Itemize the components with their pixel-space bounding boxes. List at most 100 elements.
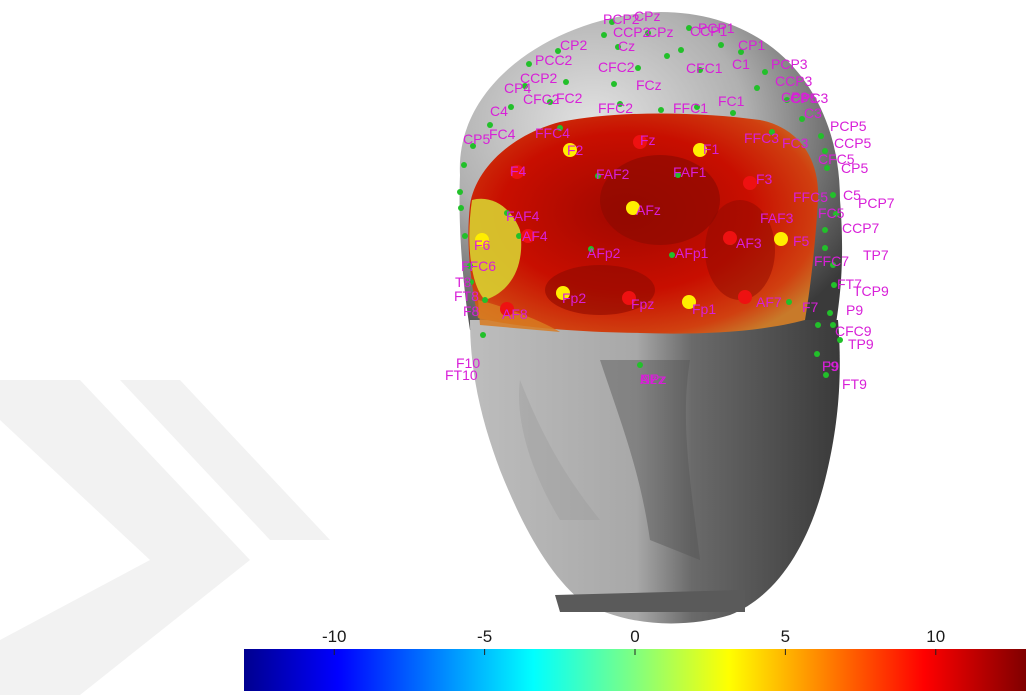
electrode-label: F5 bbox=[793, 233, 810, 249]
electrode-label: CP5 bbox=[463, 131, 490, 147]
electrode-label: FC1 bbox=[718, 93, 745, 109]
active-electrode-red bbox=[633, 135, 647, 149]
active-electrode-red bbox=[510, 165, 524, 179]
electrode-dot bbox=[818, 133, 824, 139]
active-electrode-red bbox=[723, 231, 737, 245]
electrode-dot bbox=[823, 372, 829, 378]
electrode-label: FC3 bbox=[782, 135, 809, 151]
electrode-label: CFC1 bbox=[686, 60, 723, 76]
electrode-dot bbox=[827, 310, 833, 316]
electrode-label: FFC2 bbox=[598, 100, 633, 116]
electrode-dot bbox=[601, 32, 607, 38]
electrode-dot bbox=[814, 351, 820, 357]
colorbar-tick-label: 5 bbox=[781, 627, 790, 646]
electrode-label: CPz bbox=[634, 8, 660, 24]
colorbar-tick-label: -10 bbox=[322, 627, 347, 646]
electrode-label: PCP7 bbox=[858, 195, 895, 211]
electrode-dot bbox=[769, 129, 775, 135]
electrode-dot bbox=[694, 104, 700, 110]
electrode-label: AF7 bbox=[756, 294, 782, 310]
electrode-label: F8 bbox=[463, 303, 480, 319]
electrode-label: FFC3 bbox=[744, 130, 779, 146]
electrode-label: FC4 bbox=[489, 126, 516, 142]
electrode-label: Fp2 bbox=[562, 290, 586, 306]
electrode-label: TP9 bbox=[848, 336, 874, 352]
electrode-label: CP2 bbox=[560, 37, 587, 53]
electrode-label: FFC6 bbox=[461, 258, 496, 274]
electrode-label: CP1 bbox=[738, 37, 765, 53]
active-electrode-yellow bbox=[693, 143, 707, 157]
electrode-dot bbox=[645, 30, 651, 36]
electrode-dot bbox=[635, 65, 641, 71]
electrode-label: T8 bbox=[455, 274, 472, 290]
facial-shadow-2 bbox=[519, 380, 600, 520]
electrode-label: PCP3 bbox=[771, 56, 808, 72]
electrode-label: PCP5 bbox=[830, 118, 867, 134]
electrode-label: FC2 bbox=[556, 90, 583, 106]
active-electrode-yellow bbox=[626, 201, 640, 215]
activation-dark-core-1 bbox=[600, 155, 720, 245]
electrode-label: C4 bbox=[490, 103, 508, 119]
electrode-dot bbox=[480, 332, 486, 338]
electrode-dot bbox=[458, 205, 464, 211]
electrode-label: FAF1 bbox=[673, 164, 707, 180]
neck bbox=[555, 590, 745, 612]
electrode-dot bbox=[637, 362, 643, 368]
electrode-dot bbox=[617, 101, 623, 107]
electrode-dot bbox=[831, 282, 837, 288]
active-electrode-yellow bbox=[556, 286, 570, 300]
electrode-dot bbox=[526, 61, 532, 67]
electrode-label: CCP7 bbox=[842, 220, 880, 236]
electrode-dot bbox=[678, 47, 684, 53]
electrode-label: FFC4 bbox=[535, 125, 570, 141]
electrode-dot bbox=[730, 110, 736, 116]
electrode-label: AF4 bbox=[522, 228, 548, 244]
electrode-label: AFp2 bbox=[587, 245, 621, 261]
electrode-label: AFz bbox=[640, 371, 665, 387]
electrode-label: TP7 bbox=[863, 247, 889, 263]
active-electrode-yellow bbox=[563, 143, 577, 157]
electrode-label: FFC5 bbox=[793, 189, 828, 205]
electrode-dot bbox=[461, 162, 467, 168]
electrode-dot bbox=[588, 246, 594, 252]
electrode-label: F1 bbox=[703, 141, 720, 157]
face bbox=[470, 320, 840, 624]
electrode-dot bbox=[555, 48, 561, 54]
electrode-dot bbox=[822, 227, 828, 233]
electrode-label: CCP1 bbox=[690, 23, 728, 39]
electrode-label: PCP1 bbox=[698, 20, 735, 36]
colorbar-tick-label: 10 bbox=[926, 627, 945, 646]
active-electrode-red bbox=[622, 291, 636, 305]
electrode-label: CCP5 bbox=[834, 135, 872, 151]
electrode-dot bbox=[609, 19, 615, 25]
electrode-dot bbox=[837, 337, 843, 343]
electrode-label: AFp1 bbox=[675, 245, 709, 261]
electrode-dot bbox=[754, 85, 760, 91]
electrode-label: F2 bbox=[567, 142, 584, 158]
active-electrode-yellow bbox=[475, 233, 489, 247]
electrode-label: FC5 bbox=[818, 205, 845, 221]
electrode-dot bbox=[516, 233, 522, 239]
electrode-dot bbox=[522, 83, 528, 89]
electrode-dot bbox=[822, 148, 828, 154]
electrode-label: CP4 bbox=[504, 80, 531, 96]
electrode-label: CPC3 bbox=[791, 90, 829, 106]
electrode-dot bbox=[547, 99, 553, 105]
electrode-dot bbox=[697, 67, 703, 73]
electrode-label: FAF4 bbox=[506, 208, 540, 224]
electrode-label: F3 bbox=[756, 171, 773, 187]
electrode-label: CFC2 bbox=[598, 59, 635, 75]
electrode-dot bbox=[822, 245, 828, 251]
electrode-label: CP5 bbox=[790, 90, 817, 106]
electrode-label: C5 bbox=[843, 187, 861, 203]
electrode-label: FAF2 bbox=[596, 166, 630, 182]
colorbar: -10 -5 0 5 10 bbox=[244, 627, 1026, 691]
electrode-label: CFC9 bbox=[835, 323, 872, 339]
electrode-label: FT7 bbox=[837, 276, 862, 292]
watermark-chevrons bbox=[0, 380, 330, 695]
electrode-dot bbox=[482, 297, 488, 303]
facial-shadow bbox=[600, 360, 700, 560]
electrode-dot bbox=[830, 192, 836, 198]
